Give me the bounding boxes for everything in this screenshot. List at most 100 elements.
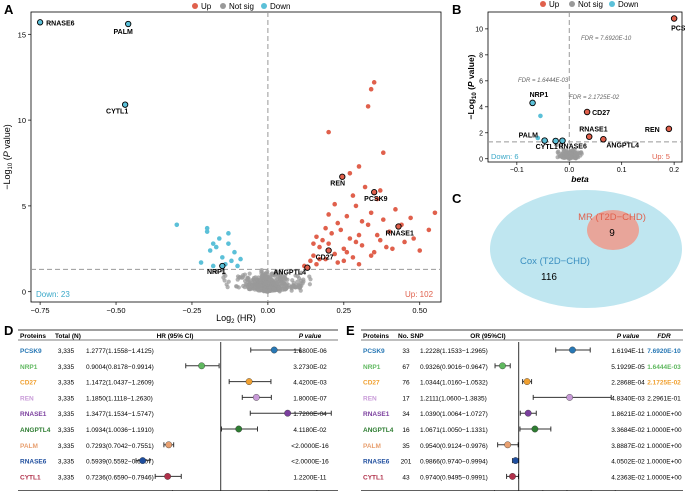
notsig-point: [213, 269, 218, 274]
down-point: [204, 225, 210, 231]
ci-value: 1.0671(1.0050−1.1331): [420, 427, 488, 434]
panel-e-header-snp: No. SNP: [398, 333, 424, 340]
y-tick-label: 2: [479, 130, 483, 137]
notsig-point: [252, 279, 257, 284]
ci-value: 0.7236(0.6590−0.7946): [86, 474, 154, 481]
panel-d-header-hr: HR (95% CI): [157, 333, 194, 340]
cox-set-circle: [490, 190, 682, 308]
notsig-point: [299, 270, 304, 275]
labeled-point-ren: [339, 173, 346, 180]
ci-value: 0.7293(0.7042−0.7551): [86, 443, 154, 450]
panel-b-xlabel: beta: [571, 174, 589, 184]
count-value: 34: [402, 411, 410, 418]
panel-b-fdr-nrp1: FDR = 1.6444E-03: [518, 78, 569, 84]
up-point: [317, 256, 322, 262]
up-point: [332, 201, 338, 207]
fdr-value: 1.0000E+00: [646, 443, 682, 450]
estimate-point: [499, 362, 506, 370]
point-label-pcsk9: PCSK9: [364, 196, 387, 203]
down-point: [207, 248, 213, 253]
panel-b: B Up Not sig Down −0.1 0.0 0.1 0.2 0 2 4 6 8 10 P…: [452, 0, 685, 184]
notsig-point: [572, 153, 577, 158]
notsig-point: [274, 269, 279, 274]
panel-e-header-p: P value: [617, 333, 640, 340]
notsig-point: [300, 281, 305, 286]
ci-value: 1.0934(1.0036−1.1910): [86, 427, 154, 434]
notsig-point: [244, 282, 249, 287]
up-point: [390, 246, 395, 252]
ci-value: 1.3477(1.1534−1.5747): [86, 411, 154, 418]
protein-label: NRP1: [363, 364, 381, 371]
down-point: [204, 229, 210, 234]
up-point: [341, 246, 347, 252]
legend-down-marker: [609, 1, 615, 7]
ci-value: 1.2111(1.0600−1.3835): [420, 395, 487, 402]
down-point: [210, 241, 216, 246]
count-value: 3,335: [58, 348, 75, 355]
p-value: 1.6194E-11: [611, 348, 645, 355]
panel-b-points: PCSK9 NRP1 CD27 RNASE1 REN ANGPTL4 PALM CYTL1RN…: [519, 15, 685, 161]
up-point: [356, 232, 362, 238]
ci-value: 0.9740(0.9495−0.9991): [420, 474, 488, 481]
up-point: [347, 171, 353, 176]
notsig-point: [271, 286, 277, 292]
notsig-point: [263, 275, 268, 280]
protein-label: RNASE6: [20, 459, 47, 466]
panel-a-letter: A: [4, 2, 14, 17]
estimate-point: [504, 441, 512, 449]
x-tick-label: 0.25: [337, 306, 352, 315]
point-label-cytl1: CYTL1: [106, 109, 128, 116]
protein-label: CYTL1: [363, 474, 384, 481]
notsig-point: [279, 281, 284, 286]
notsig-point: [282, 286, 287, 292]
legend-up-marker: [192, 3, 198, 9]
p-value: 3.3684E-02: [611, 427, 645, 434]
panel-a-xlabel: Log2 (HR): [216, 313, 256, 325]
p-value: 1.2200E-11: [293, 474, 327, 481]
up-point: [326, 212, 331, 217]
point-label-cd27: CD27: [592, 110, 610, 117]
legend-notsig-marker: [220, 3, 226, 9]
y-tick-label: 4: [479, 104, 483, 111]
labeled-point-cytl1: [121, 101, 129, 108]
p-value: 4.2363E-02: [611, 474, 645, 481]
ci-value: 1.2228(1.1533−1.2965): [420, 348, 488, 355]
protein-label: CD27: [363, 380, 380, 387]
up-point: [350, 193, 356, 198]
up-point: [326, 241, 331, 246]
protein-label: RNASE1: [363, 411, 390, 418]
up-point: [329, 231, 334, 236]
legend-down-label: Down: [270, 2, 290, 11]
estimate-point: [284, 409, 292, 417]
up-point: [417, 248, 423, 253]
up-point: [368, 210, 374, 216]
legend-notsig-marker: [569, 1, 575, 7]
up-point: [326, 129, 331, 135]
fdr-value: 2.2961E-01: [647, 395, 681, 402]
up-point: [308, 258, 313, 264]
notsig-point: [297, 285, 302, 291]
up-point: [365, 222, 371, 228]
panel-b-frame: [487, 11, 683, 163]
up-point: [368, 86, 374, 92]
up-point: [374, 232, 380, 238]
fdr-value: 1.6444E-03: [647, 364, 681, 371]
notsig-point: [308, 277, 313, 282]
point-label-angptl4: ANGPTL4: [606, 142, 639, 149]
x-tick-label: −0.75: [31, 306, 50, 315]
labeled-point-palm: [541, 137, 548, 144]
estimate-point: [245, 378, 253, 385]
down-point: [235, 263, 240, 269]
estimate-point: [569, 346, 576, 354]
p-value: 4.0502E-02: [611, 459, 645, 466]
point-label-rnase6: RNASE6: [558, 144, 587, 151]
up-point: [311, 253, 316, 258]
panel-d: D Proteins Total (N) HR (95% CI) P value…: [4, 323, 338, 491]
cox-set-count: 116: [541, 272, 557, 283]
x-tick-label: −0.25: [182, 306, 201, 315]
panel-e: E Proteins No. SNP OR (95%CI) P value FD…: [346, 323, 683, 491]
estimate-point: [270, 346, 278, 354]
notsig-point: [569, 151, 574, 156]
count-value: 201: [401, 459, 412, 466]
